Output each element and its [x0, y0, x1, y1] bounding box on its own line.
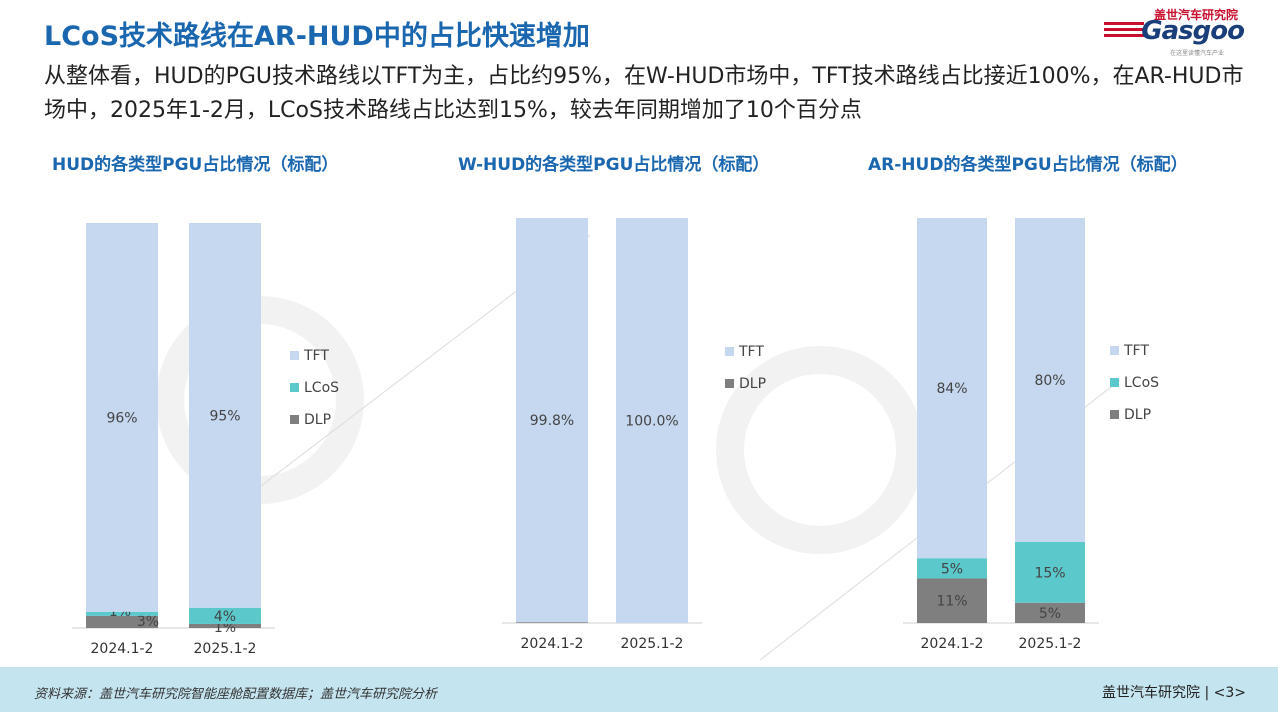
bar-tft-0	[917, 218, 987, 559]
legend-label-dlp: DLP	[304, 412, 331, 428]
data-label-lcos-0: 5%	[941, 561, 963, 577]
logo-en-text: Gasgoo	[1141, 16, 1245, 46]
bar-tft-1	[616, 218, 688, 623]
page-title: LCoS技术路线在AR-HUD中的占比快速增加	[44, 21, 590, 52]
chart-title-hud: HUD的各类型PGU占比情况（标配）	[52, 155, 339, 175]
footer-source: 资料来源：盖世汽车研究院智能座舱配置数据库；盖世汽车研究院分析	[34, 687, 438, 702]
data-label-lcos-1: 15%	[1034, 565, 1065, 581]
bar-lcos-0	[917, 558, 987, 579]
category-label-1: 2025.1-2	[621, 636, 684, 652]
bar-dlp-0	[516, 622, 588, 623]
footer-org: 盖世汽车研究院	[1102, 685, 1200, 701]
data-label-tft-1: 95%	[209, 408, 240, 424]
legend-label-lcos: LCoS	[1124, 375, 1159, 391]
legend-swatch-lcos	[1110, 378, 1119, 387]
footer-divider: |	[1204, 685, 1214, 701]
footer-bar: 资料来源：盖世汽车研究院智能座舱配置数据库；盖世汽车研究院分析 盖世汽车研究院 …	[0, 667, 1278, 712]
bar-tft-0	[86, 223, 158, 612]
category-label-0: 2024.1-2	[521, 636, 584, 652]
page-subtitle: 从整体看，HUD的PGU技术路线以TFT为主，占比约95%，在W-HUD市场中，…	[44, 64, 1244, 123]
footer-right: 盖世汽车研究院 | <3>	[1102, 682, 1246, 702]
legend-label-tft: TFT	[303, 348, 329, 364]
bar-dlp-0	[86, 615, 158, 628]
logo-tagline: 在这里读懂汽车产业	[1169, 50, 1224, 57]
bar-dlp-1	[1015, 602, 1085, 623]
data-label-lcos-1: 4%	[214, 609, 236, 625]
logo-cn-text: 盖世汽车研究院	[1153, 8, 1238, 22]
legend-label-dlp: DLP	[739, 376, 766, 392]
chart-title-arhud: AR-HUD的各类型PGU占比情况（标配）	[868, 155, 1188, 175]
category-label-0: 2024.1-2	[91, 641, 154, 657]
data-label-dlp-0: 3%	[137, 614, 159, 630]
bar-tft-0	[516, 218, 588, 623]
legend-label-dlp: DLP	[1124, 407, 1151, 423]
bar-lcos-0	[86, 611, 158, 616]
bar-dlp-1	[189, 623, 261, 628]
legend-swatch-tft	[1110, 346, 1119, 355]
category-label-1: 2025.1-2	[1019, 636, 1082, 652]
data-label-tft-0: 99.8%	[530, 413, 574, 429]
legend-swatch-dlp	[725, 379, 734, 388]
bar-dlp-0	[917, 578, 987, 623]
bar-lcos-1	[189, 607, 261, 624]
legend-label-lcos: LCoS	[304, 380, 339, 396]
data-label-dlp-0: 11%	[936, 594, 967, 610]
legend-label-tft: TFT	[738, 344, 764, 360]
data-label-dlp-1: 5%	[1039, 606, 1061, 622]
footer-page: <3>	[1213, 685, 1246, 701]
data-label-tft-1: 100.0%	[625, 414, 678, 430]
chart-title-whud: W-HUD的各类型PGU占比情况（标配）	[458, 155, 770, 175]
legend-swatch-tft	[725, 347, 734, 356]
bar-tft-1	[189, 223, 261, 608]
legend-swatch-dlp	[290, 415, 299, 424]
legend-swatch-lcos	[290, 383, 299, 392]
bar-tft-1	[1015, 218, 1085, 542]
category-label-1: 2025.1-2	[194, 641, 257, 657]
data-label-tft-0: 96%	[106, 410, 137, 426]
data-label-tft-1: 80%	[1034, 373, 1065, 389]
legend-label-tft: TFT	[1123, 343, 1149, 359]
bar-lcos-1	[1015, 542, 1085, 603]
data-label-tft-0: 84%	[936, 381, 967, 397]
legend-swatch-dlp	[1110, 410, 1119, 419]
data-label-dlp-1: 1%	[214, 620, 236, 636]
logo-stripes	[1104, 22, 1144, 46]
category-label-0: 2024.1-2	[921, 636, 984, 652]
legend-swatch-tft	[290, 351, 299, 360]
gasgoo-logo: 盖世汽车研究院 Gasgoo 在这里读懂汽车产业	[1104, 6, 1245, 57]
